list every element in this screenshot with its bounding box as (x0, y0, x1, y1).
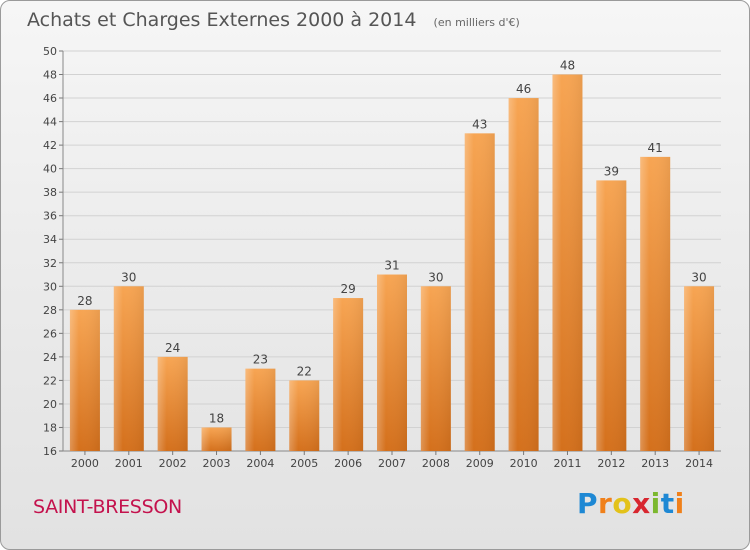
logo-letter: P (577, 487, 599, 520)
logo-letter: i (674, 487, 685, 520)
y-tick-label: 30 (43, 280, 57, 293)
x-tick-label: 2007 (378, 457, 406, 470)
data-labels: 28 30 24 18 23 22 29 31 30 43 46 48 39 41 30 (77, 59, 706, 426)
chart-title: Achats et Charges Externes 2000 à 2014 (27, 9, 417, 31)
bar-shading (596, 180, 627, 452)
data-label: 41 (648, 141, 663, 155)
x-tick-labels: 2000 2001 2002 2003 2004 2005 2006 2007 2008 2009… (71, 457, 713, 470)
y-tick-label: 46 (43, 92, 57, 105)
x-tick-label: 2005 (290, 457, 318, 470)
y-tick-label: 24 (43, 351, 57, 364)
bar-shading (420, 286, 451, 451)
y-tick-label: 28 (43, 304, 57, 317)
data-label: 31 (384, 259, 399, 273)
x-tick-label: 2001 (115, 457, 143, 470)
data-label: 46 (516, 82, 531, 96)
bar-shading (508, 98, 539, 451)
y-tick-label: 40 (43, 163, 57, 176)
data-label: 30 (428, 270, 443, 284)
y-tick-label: 42 (43, 139, 57, 152)
y-tick-label: 26 (43, 327, 57, 340)
bar-shading (333, 298, 364, 451)
data-label: 23 (253, 353, 268, 367)
logo-letter: t (660, 487, 675, 520)
x-tick-label: 2009 (466, 457, 494, 470)
y-tick-label: 18 (43, 421, 57, 434)
data-label: 48 (560, 59, 575, 73)
bar-shading (157, 356, 188, 451)
bar-shading (464, 133, 495, 451)
logo-letter: x (632, 487, 651, 520)
x-tick-label: 2012 (597, 457, 625, 470)
x-tick-label: 2008 (422, 457, 450, 470)
logo-letter: o (612, 487, 633, 520)
y-tick-labels: 16 18 20 22 24 26 28 30 32 34 36 38 40 42 44 46 48 50 (43, 45, 57, 458)
x-tick-label: 2011 (553, 457, 581, 470)
logo-letter: i (650, 487, 661, 520)
y-tick-label: 20 (43, 398, 57, 411)
bar-shading (113, 286, 144, 451)
x-tick-label: 2006 (334, 457, 362, 470)
y-tick-label: 22 (43, 374, 57, 387)
commune-name: SAINT-BRESSON (33, 496, 182, 518)
bar-shading (245, 368, 276, 451)
bar-shading (289, 380, 320, 451)
title-row: Achats et Charges Externes 2000 à 2014 (… (27, 9, 520, 31)
bar-shading (552, 74, 583, 451)
data-label: 24 (165, 341, 180, 355)
data-label: 30 (691, 270, 706, 284)
y-tick-label: 48 (43, 69, 57, 82)
chart-subtitle: (en milliers d'€) (433, 16, 520, 29)
data-label: 22 (297, 364, 312, 378)
bars (69, 74, 715, 452)
bar-shading (69, 309, 100, 451)
x-tick-label: 2014 (685, 457, 713, 470)
y-tick-label: 36 (43, 210, 57, 223)
y-tick-label: 34 (43, 233, 57, 246)
x-tick-label: 2010 (510, 457, 538, 470)
x-tick-label: 2003 (203, 457, 231, 470)
data-label: 18 (209, 411, 224, 425)
y-tick-label: 50 (43, 45, 57, 58)
x-tick-label: 2002 (159, 457, 187, 470)
y-tick-label: 16 (43, 445, 57, 458)
y-tick-label: 32 (43, 257, 57, 270)
x-tick-label: 2004 (246, 457, 274, 470)
logo-letter: r (598, 487, 613, 520)
data-label: 30 (121, 270, 136, 284)
y-tick-label: 44 (43, 116, 57, 129)
bar-shading (640, 156, 671, 451)
data-label: 28 (77, 294, 92, 308)
proxiti-logo: Proxiti (577, 487, 685, 520)
data-label: 43 (472, 117, 487, 131)
x-tick-label: 2000 (71, 457, 99, 470)
x-tick-label: 2013 (641, 457, 669, 470)
data-label: 39 (604, 164, 619, 178)
bar-shading (201, 427, 232, 451)
data-label: 29 (340, 282, 355, 296)
y-tick-label: 38 (43, 186, 57, 199)
bar-shading (377, 274, 407, 451)
bar-shading (684, 286, 715, 451)
